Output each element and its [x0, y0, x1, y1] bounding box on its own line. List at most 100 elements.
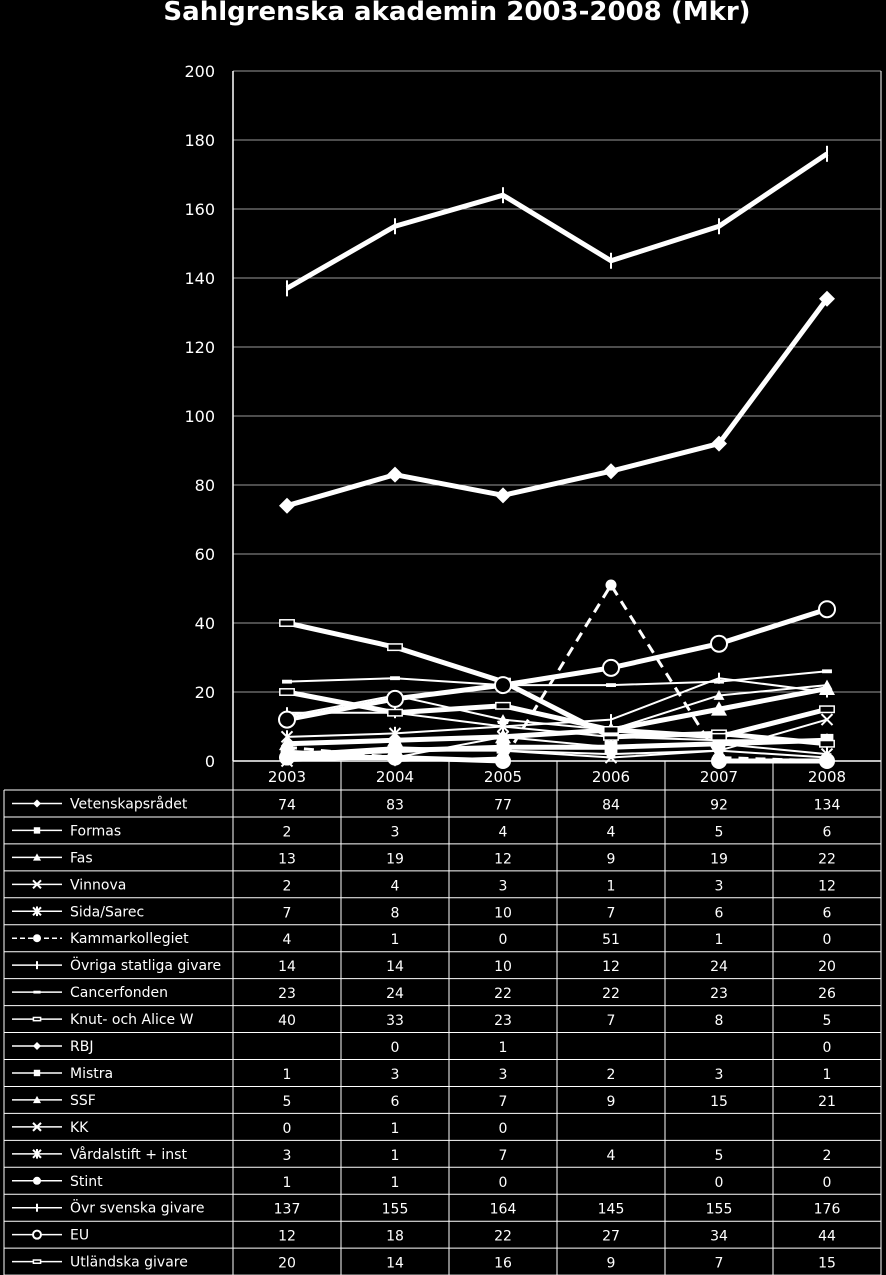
y-tick-label: 40 — [195, 614, 215, 633]
table-cell: 1 — [391, 1148, 400, 1164]
legend-key-marker — [32, 1229, 42, 1240]
table-cell: 134 — [814, 797, 841, 813]
data-point — [387, 466, 403, 483]
data-point — [711, 753, 727, 769]
table-cell: 14 — [386, 959, 404, 975]
table-cell: 92 — [710, 797, 728, 813]
y-tick-label: 80 — [195, 476, 215, 495]
table-cell: 77 — [494, 797, 512, 813]
table-cell: 3 — [715, 878, 724, 894]
legend-label: KK — [70, 1120, 89, 1136]
table-cell: 4 — [499, 824, 508, 840]
data-point — [819, 753, 835, 769]
legend-key-marker — [33, 1069, 41, 1077]
legend-label: Stint — [70, 1174, 103, 1190]
table-cell: 9 — [607, 851, 616, 867]
data-point — [603, 726, 619, 734]
legend-key-marker — [33, 827, 41, 834]
table-cell: 7 — [499, 1148, 508, 1164]
legend-label: Övriga statliga givare — [70, 956, 221, 974]
table-cell: 26 — [818, 986, 836, 1002]
table-cell: 0 — [823, 1175, 832, 1191]
legend-label: RBJ — [70, 1039, 93, 1055]
table-cell: 19 — [710, 851, 728, 867]
series-lines — [278, 145, 836, 769]
table-cell: 24 — [710, 959, 728, 975]
data-point — [495, 753, 511, 769]
table-row: Knut- och Alice W 40 33 23 7 8 5 — [12, 1012, 831, 1029]
table-cell: 176 — [814, 1202, 841, 1218]
table-row: EU 12 18 22 27 34 44 — [12, 1228, 836, 1245]
data-point — [498, 746, 508, 756]
table-row: SSF 5 6 7 9 15 21 — [12, 1093, 836, 1110]
table-cell: 8 — [391, 905, 400, 921]
data-point — [606, 749, 616, 759]
data-point — [497, 714, 509, 724]
legend-key-marker — [32, 1122, 42, 1132]
table-cell: 13 — [278, 851, 296, 867]
table-cell: 22 — [494, 1229, 512, 1245]
series-line — [286, 620, 828, 747]
table-row: Vårdalstift + inst 3 1 7 4 5 2 — [12, 1146, 831, 1164]
table-cell: 3 — [499, 878, 508, 894]
data-point — [279, 497, 295, 514]
table-cell: 12 — [494, 851, 512, 867]
table-cell: 0 — [715, 1175, 724, 1191]
data-point — [604, 740, 618, 754]
table-cell: 2 — [283, 824, 292, 840]
series-line — [286, 689, 828, 740]
table-cell: 0 — [391, 1040, 400, 1056]
table-cell: 3 — [715, 1067, 724, 1083]
x-tick-label: 2008 — [808, 768, 846, 786]
table-cell: 5 — [823, 1013, 832, 1029]
table-cell: 4 — [607, 824, 616, 840]
table-cell: 15 — [710, 1094, 728, 1110]
table-row: Utländska givare 20 14 16 9 7 15 — [12, 1255, 836, 1272]
table-cell: 4 — [283, 932, 292, 948]
data-point — [605, 579, 617, 591]
table-cell: 18 — [386, 1229, 404, 1245]
table-cell: 0 — [499, 1121, 508, 1137]
table-cell: 7 — [715, 1256, 724, 1272]
table-cell: 14 — [386, 1256, 404, 1272]
series-eu — [278, 600, 836, 729]
table-cell: 20 — [278, 1256, 296, 1272]
table-cell: 6 — [715, 905, 724, 921]
table-cell: 23 — [494, 1013, 512, 1029]
legend-label: Cancerfonden — [70, 985, 168, 1001]
x-tick-label: 2007 — [700, 768, 738, 786]
table-cell: 51 — [602, 932, 620, 948]
data-point — [714, 679, 724, 684]
table-cell: 19 — [386, 851, 404, 867]
table-cell: 7 — [607, 1013, 616, 1029]
table-cell: 3 — [391, 1067, 400, 1083]
data-point — [711, 435, 727, 452]
table-cell: 8 — [715, 1013, 724, 1029]
data-point — [819, 739, 835, 748]
table-cell: 0 — [823, 1040, 832, 1056]
legend-label: Övr svenska givare — [70, 1199, 204, 1217]
table-cell: 10 — [494, 959, 512, 975]
table-cell: 12 — [602, 959, 620, 975]
table-row: Formas 2 3 4 4 5 6 — [12, 823, 832, 840]
data-point — [819, 680, 835, 695]
table-cell: 1 — [283, 1067, 292, 1083]
series-line — [285, 151, 829, 291]
legend-label: Mistra — [70, 1066, 113, 1082]
data-point — [494, 676, 512, 695]
data-point — [602, 658, 620, 677]
table-cell: 1 — [391, 1121, 400, 1137]
table-cell: 6 — [391, 1094, 400, 1110]
table-cell: 14 — [278, 959, 296, 975]
legend-key-marker — [33, 1176, 41, 1185]
table-cell: 4 — [391, 878, 400, 894]
legend-label: EU — [70, 1228, 89, 1244]
table-row: Sida/Sarec 7 8 10 7 6 6 — [12, 904, 832, 921]
series-line — [286, 686, 828, 747]
y-tick-label: 0 — [205, 752, 215, 771]
legend-label: Utländska givare — [70, 1255, 188, 1271]
table-cell: 3 — [283, 1148, 292, 1164]
table-cell: 145 — [598, 1202, 625, 1218]
